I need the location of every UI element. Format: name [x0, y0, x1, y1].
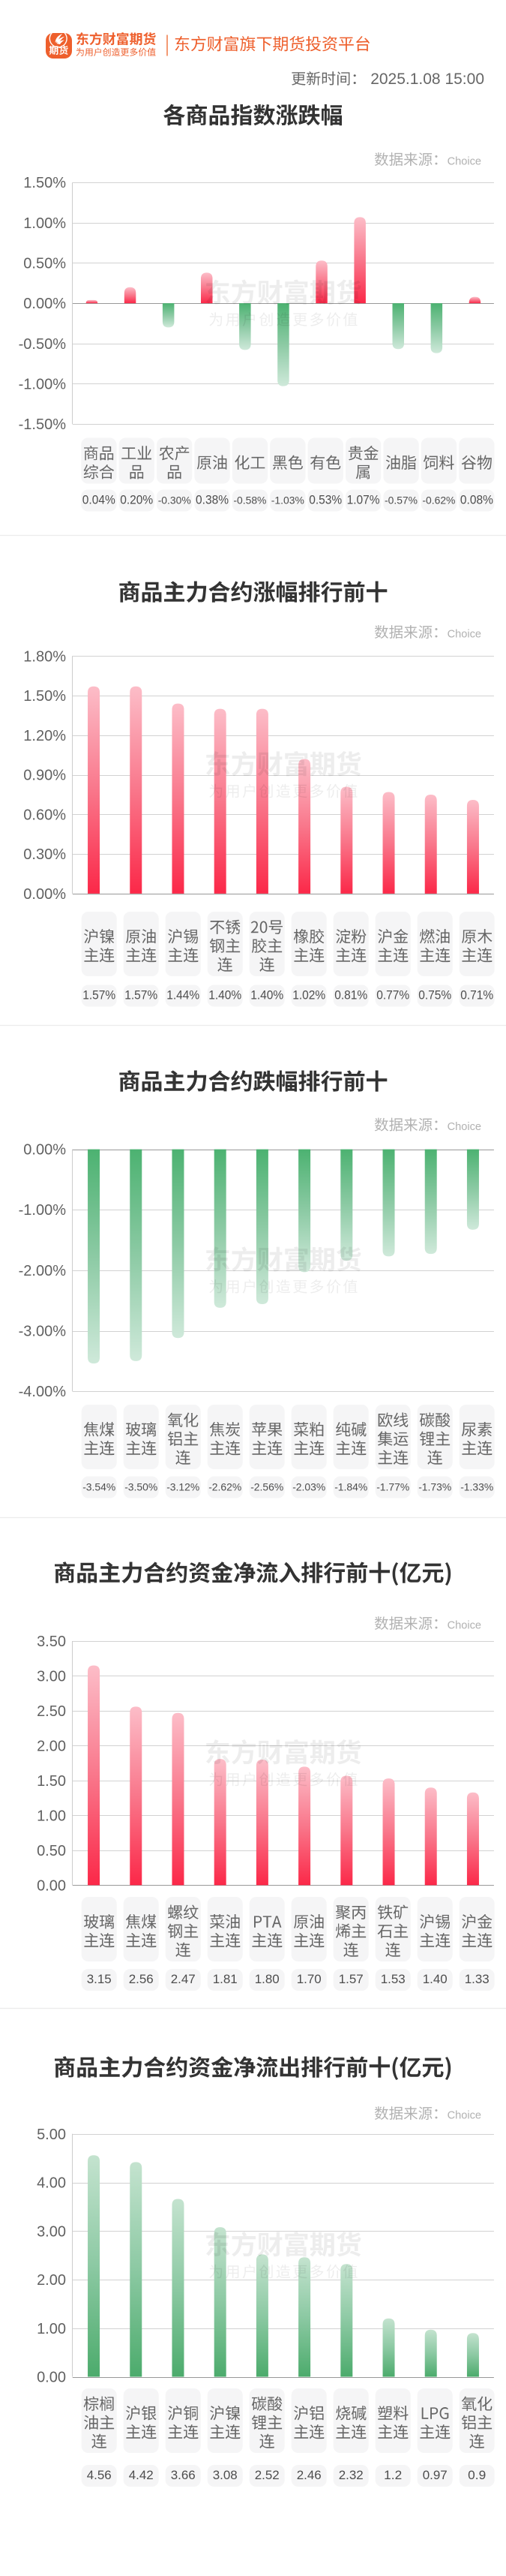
- svg-text:-2.62%: -2.62%: [208, 1481, 241, 1493]
- svg-text:1.40%: 1.40%: [208, 988, 241, 1002]
- svg-text:0.97: 0.97: [423, 2468, 448, 2482]
- svg-text:0.60%: 0.60%: [23, 807, 66, 823]
- svg-text:1.20%: 1.20%: [23, 728, 66, 744]
- svg-text:4.56: 4.56: [87, 2468, 112, 2482]
- svg-text:Choice: Choice: [448, 156, 481, 168]
- svg-text:0.90%: 0.90%: [23, 768, 66, 784]
- svg-text:-1.00%: -1.00%: [19, 377, 67, 393]
- svg-text:1.50%: 1.50%: [23, 688, 66, 705]
- svg-text:1.00: 1.00: [37, 2321, 66, 2337]
- svg-text:2.47: 2.47: [171, 1972, 196, 1986]
- svg-text:1.50: 1.50: [37, 1773, 66, 1790]
- svg-text:0.20%: 0.20%: [120, 493, 153, 507]
- svg-text:3.66: 3.66: [171, 2468, 196, 2482]
- svg-text:3.08: 3.08: [213, 2468, 238, 2482]
- svg-text:0.04%: 0.04%: [82, 493, 115, 507]
- svg-text:0.00%: 0.00%: [23, 886, 66, 903]
- svg-text:3.15: 3.15: [87, 1972, 112, 1986]
- svg-text:0.75%: 0.75%: [418, 988, 451, 1002]
- svg-text:0.50%: 0.50%: [23, 256, 66, 272]
- svg-text:4.00: 4.00: [37, 2175, 66, 2192]
- svg-text:2.50: 2.50: [37, 1703, 66, 1720]
- svg-text:3.00: 3.00: [37, 2223, 66, 2240]
- svg-text:1.33: 1.33: [465, 1972, 490, 1986]
- svg-text:2.32: 2.32: [339, 2468, 364, 2482]
- svg-text:-1.84%: -1.84%: [334, 1481, 367, 1493]
- svg-text:2025.1.08 15:00: 2025.1.08 15:00: [370, 71, 484, 88]
- svg-text:5.00: 5.00: [37, 2127, 66, 2143]
- svg-text:-0.58%: -0.58%: [233, 494, 266, 506]
- svg-text:-2.03%: -2.03%: [292, 1481, 325, 1493]
- svg-text:0.71%: 0.71%: [460, 988, 493, 1002]
- svg-text:1.2: 1.2: [384, 2468, 402, 2482]
- svg-text:0.08%: 0.08%: [460, 493, 493, 507]
- svg-text:2.00: 2.00: [37, 1739, 66, 1755]
- svg-text:1.80: 1.80: [255, 1972, 280, 1986]
- svg-text:-3.54%: -3.54%: [82, 1481, 115, 1493]
- svg-text:-2.00%: -2.00%: [19, 1263, 67, 1279]
- svg-text:-0.30%: -0.30%: [158, 494, 191, 506]
- svg-text:-1.77%: -1.77%: [376, 1481, 409, 1493]
- svg-text:2.00: 2.00: [37, 2272, 66, 2289]
- svg-text:1.70: 1.70: [297, 1972, 322, 1986]
- svg-text:-1.50%: -1.50%: [19, 416, 67, 433]
- svg-text:-3.50%: -3.50%: [124, 1481, 157, 1493]
- svg-text:-1.73%: -1.73%: [418, 1481, 451, 1493]
- svg-text:1.53: 1.53: [381, 1972, 406, 1986]
- svg-text:1.07%: 1.07%: [347, 493, 380, 507]
- svg-text:1.80%: 1.80%: [23, 648, 66, 665]
- svg-text:0.53%: 0.53%: [309, 493, 342, 507]
- svg-text:0.9: 0.9: [468, 2468, 486, 2482]
- svg-text:Choice: Choice: [448, 629, 481, 641]
- svg-text:3.00: 3.00: [37, 1669, 66, 1685]
- svg-text:Choice: Choice: [448, 1620, 481, 1632]
- svg-text:1.00: 1.00: [37, 1808, 66, 1824]
- svg-text:1.00%: 1.00%: [23, 215, 66, 232]
- svg-text:-0.62%: -0.62%: [422, 494, 455, 506]
- svg-text:2.52: 2.52: [255, 2468, 280, 2482]
- svg-text:-1.33%: -1.33%: [460, 1481, 493, 1493]
- svg-text:0.30%: 0.30%: [23, 846, 66, 863]
- svg-text:Choice: Choice: [448, 2110, 481, 2122]
- svg-text:-3.12%: -3.12%: [166, 1481, 199, 1493]
- svg-text:-3.00%: -3.00%: [19, 1324, 67, 1340]
- svg-text:1.40%: 1.40%: [250, 988, 283, 1002]
- svg-text:0.00%: 0.00%: [23, 1142, 66, 1159]
- svg-text:0.38%: 0.38%: [196, 493, 229, 507]
- svg-text:-0.50%: -0.50%: [19, 336, 67, 353]
- svg-text:0.00: 0.00: [37, 1877, 66, 1894]
- svg-text:Choice: Choice: [448, 1121, 481, 1133]
- svg-text:0.81%: 0.81%: [334, 988, 367, 1002]
- svg-text:-1.03%: -1.03%: [271, 494, 304, 506]
- svg-text:2.56: 2.56: [129, 1972, 154, 1986]
- svg-text:1.81: 1.81: [213, 1972, 238, 1986]
- svg-text:-1.00%: -1.00%: [19, 1202, 67, 1219]
- svg-text:1.50%: 1.50%: [23, 175, 66, 191]
- svg-text:-4.00%: -4.00%: [19, 1384, 67, 1400]
- svg-text:0.00%: 0.00%: [23, 296, 66, 312]
- svg-text:-0.57%: -0.57%: [385, 494, 418, 506]
- svg-text:-2.56%: -2.56%: [250, 1481, 283, 1493]
- svg-text:1.40: 1.40: [423, 1972, 448, 1986]
- svg-text:1.44%: 1.44%: [166, 988, 199, 1002]
- svg-text:2.46: 2.46: [297, 2468, 322, 2482]
- svg-text:0.77%: 0.77%: [376, 988, 409, 1002]
- svg-text:0.00: 0.00: [37, 2370, 66, 2386]
- svg-text:1.57%: 1.57%: [124, 988, 157, 1002]
- svg-text:4.42: 4.42: [129, 2468, 154, 2482]
- svg-text:1.02%: 1.02%: [292, 988, 325, 1002]
- svg-text:0.50: 0.50: [37, 1843, 66, 1859]
- svg-text:1.57: 1.57: [339, 1972, 364, 1986]
- svg-text:3.50: 3.50: [37, 1634, 66, 1650]
- svg-text:1.57%: 1.57%: [82, 988, 115, 1002]
